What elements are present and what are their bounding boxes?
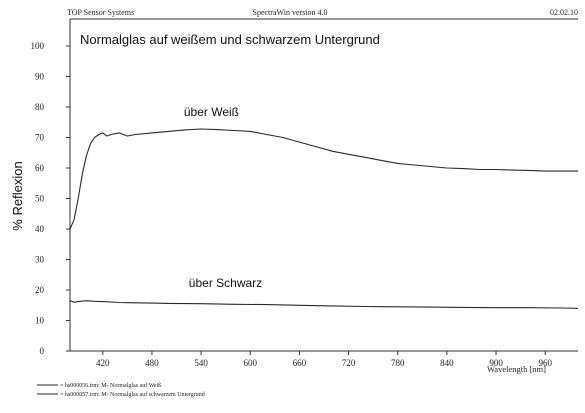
x-tick-label: 840 [440,358,454,368]
y-tick-label: 100 [31,41,45,51]
x-tick-label: 540 [194,358,208,368]
x-tick-label: 660 [293,358,307,368]
header-left: TOP Sensor Systems [67,8,134,17]
series-layer [69,128,579,309]
chart-title: Normalglas auf weißem und schwarzem Unte… [80,32,380,47]
y-tick-label: 0 [40,346,45,356]
y-tick-label: 20 [35,285,45,295]
annotations: über Weiß über Schwarz [184,105,262,290]
y-tick-label: 70 [35,133,45,143]
annotation-label-1: über Weiß [184,105,239,119]
x-tick-label: 900 [489,358,503,368]
y-axis-label: % Reflexion [10,161,25,230]
header-center: SpectraWin version 4.0 [253,8,328,17]
x-axis-label: Wavelength [nm] [487,364,546,374]
x-tick-label: 420 [96,358,110,368]
y-tick-label: 40 [35,224,45,234]
legend-text-1: = hs000056.trm: M- Normalglas auf Weiß [60,382,161,389]
x-tick-label: 720 [342,358,356,368]
y-tick-label: 90 [35,72,45,82]
y-tick-label: 10 [35,316,45,326]
series-line-2 [69,300,579,309]
x-ticks: 420 480 540 600 660 720 780 840 900 960 [96,351,552,368]
x-tick-label: 600 [244,358,258,368]
x-tick-label: 960 [538,358,552,368]
x-tick-label: 780 [391,358,405,368]
y-tick-label: 60 [35,163,45,173]
y-tick-label: 30 [35,255,45,265]
legend: = hs000056.trm: M- Normalglas auf Weiß =… [37,382,205,398]
series-line-1 [69,128,578,230]
legend-text-2: = hs000057.trm: M- Normalglas auf schwar… [60,391,205,398]
x-tick-label: 480 [145,358,159,368]
y-tick-label: 50 [35,194,45,204]
y-tick-label: 80 [35,102,45,112]
header-right: 02.02.10 [550,8,578,17]
annotation-label-2: über Schwarz [189,276,262,290]
y-ticks: 0 10 20 30 40 50 60 70 80 90 100 [31,41,70,356]
